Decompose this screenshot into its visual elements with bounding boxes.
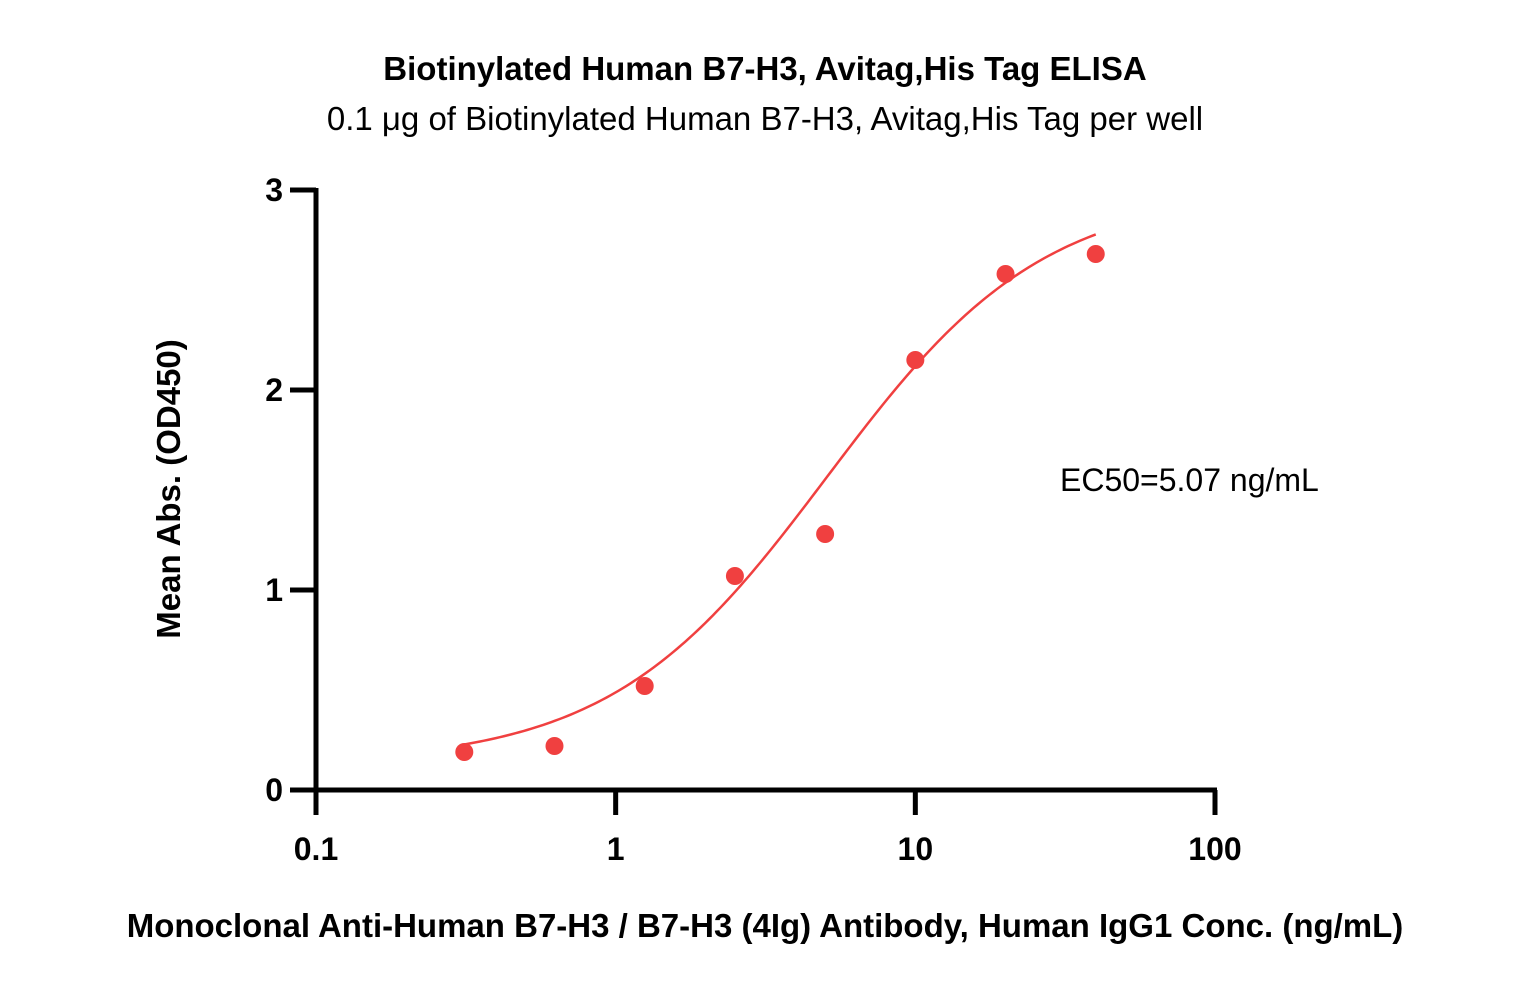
- x-tick-label: 10: [898, 831, 934, 867]
- data-point: [455, 743, 474, 761]
- x-ticks: 0.1 1 10 100: [294, 790, 1242, 867]
- y-ticks: 0 1 2 3: [265, 172, 316, 808]
- data-point: [1086, 245, 1105, 263]
- y-tick-label: 2: [265, 372, 283, 408]
- fit-curve: [464, 233, 1097, 746]
- x-tick-label: 1: [607, 831, 625, 867]
- x-axis-label: Monoclonal Anti-Human B7-H3 / B7-H3 (4Ig…: [127, 907, 1404, 944]
- data-point: [725, 567, 744, 585]
- data-point: [545, 737, 564, 755]
- x-tick-label: 100: [1188, 831, 1241, 867]
- data-point: [906, 351, 925, 369]
- y-axis-label: Mean Abs. (OD450): [150, 339, 187, 639]
- x-tick-label: 0.1: [294, 831, 338, 867]
- chart-title: Biotinylated Human B7-H3, Avitag,His Tag…: [383, 50, 1146, 87]
- y-tick-label: 3: [265, 172, 283, 208]
- data-points: [455, 245, 1105, 761]
- data-point: [816, 525, 835, 543]
- y-tick-label: 0: [265, 772, 283, 808]
- plot-area: 0 1 2 3 0.1 1 10 100: [265, 172, 1241, 867]
- ec50-annotation: EC50=5.07 ng/mL: [1060, 462, 1319, 498]
- data-point: [996, 265, 1015, 283]
- chart-subtitle: 0.1 μg of Biotinylated Human B7-H3, Avit…: [327, 100, 1203, 137]
- data-point: [635, 677, 654, 695]
- y-tick-label: 1: [265, 572, 283, 608]
